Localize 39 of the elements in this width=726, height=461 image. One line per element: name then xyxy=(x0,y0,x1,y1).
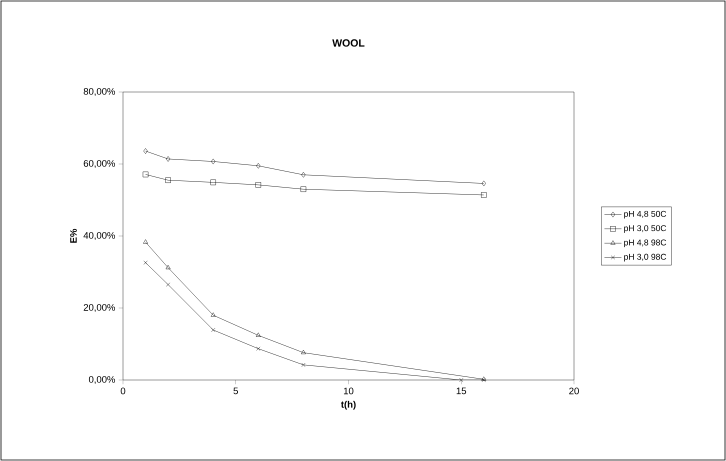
point xyxy=(210,312,216,317)
point xyxy=(300,350,306,354)
point xyxy=(166,156,170,162)
point xyxy=(301,172,306,178)
y-tick-label: 60,00% xyxy=(84,160,116,168)
point xyxy=(166,264,171,270)
point xyxy=(142,172,148,178)
point xyxy=(144,260,148,265)
x-tick-label: 10 xyxy=(344,388,354,394)
point xyxy=(256,332,261,337)
point xyxy=(301,362,306,367)
legend-label: pH 3,0 50C xyxy=(624,225,666,233)
point xyxy=(143,239,148,244)
point xyxy=(210,180,216,186)
point xyxy=(459,378,464,382)
y-axis-title: E% xyxy=(70,228,77,243)
x-axis-title: t(h) xyxy=(340,400,356,410)
x-tick-label: 0 xyxy=(120,388,126,394)
point xyxy=(211,328,216,332)
point xyxy=(300,186,306,192)
point xyxy=(482,180,486,186)
x-tick-label: 20 xyxy=(569,388,579,394)
point xyxy=(256,163,260,169)
point xyxy=(165,177,171,183)
x-tick-label: 5 xyxy=(233,388,238,394)
legend-label: pH 3,0 98C xyxy=(624,254,666,262)
y-tick-label: 80,00% xyxy=(84,88,116,96)
chart-title: WOOL xyxy=(332,39,364,47)
y-tick-label: 0,00% xyxy=(88,376,116,384)
point xyxy=(481,192,487,198)
point xyxy=(143,148,148,154)
y-tick-label: 40,00% xyxy=(84,232,116,240)
legend-label: pH 4,8 50C xyxy=(624,210,666,219)
point xyxy=(211,158,216,164)
x-tick-label: 15 xyxy=(456,388,466,394)
legend-label: pH 4,8 98C xyxy=(624,239,666,248)
y-tick-label: 20,00% xyxy=(84,304,116,312)
point xyxy=(256,346,260,351)
point xyxy=(256,182,262,188)
